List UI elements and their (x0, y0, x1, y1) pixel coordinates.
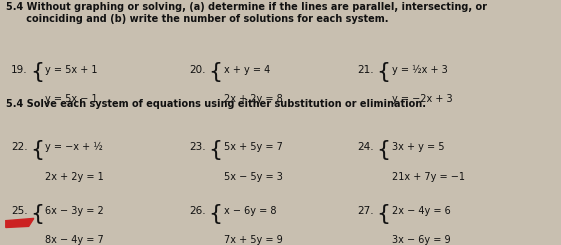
Text: y = 5x + 1: y = 5x + 1 (45, 64, 98, 74)
Text: x + y = 4: x + y = 4 (224, 64, 270, 74)
Text: y = −x + ½: y = −x + ½ (45, 142, 103, 152)
Text: y = ½x + 3: y = ½x + 3 (392, 64, 447, 75)
Text: 5.4 Solve each system of equations using either substitution or elimination.: 5.4 Solve each system of equations using… (6, 99, 426, 109)
Text: y = −2x + 3: y = −2x + 3 (392, 94, 452, 104)
Text: 22.: 22. (11, 142, 27, 152)
Text: 5x + 5y = 7: 5x + 5y = 7 (224, 142, 283, 152)
Text: 3x + y = 5: 3x + y = 5 (392, 142, 444, 152)
Text: 8x − 4y = 7: 8x − 4y = 7 (45, 235, 104, 245)
Text: {: { (208, 140, 223, 160)
Text: {: { (208, 62, 223, 82)
Text: 25.: 25. (11, 206, 27, 216)
Text: {: { (376, 204, 390, 224)
Text: {: { (208, 204, 223, 224)
Text: 20.: 20. (189, 64, 205, 74)
Text: 26.: 26. (189, 206, 206, 216)
Text: 24.: 24. (357, 142, 374, 152)
Text: {: { (30, 204, 44, 224)
Text: {: { (30, 140, 44, 160)
Text: 7x + 5y = 9: 7x + 5y = 9 (224, 235, 282, 245)
Text: 27.: 27. (357, 206, 374, 216)
Text: x − 6y = 8: x − 6y = 8 (224, 206, 276, 216)
Text: 23.: 23. (189, 142, 206, 152)
Text: 3x − 6y = 9: 3x − 6y = 9 (392, 235, 450, 245)
Text: coinciding and (b) write the number of solutions for each system.: coinciding and (b) write the number of s… (6, 14, 388, 24)
Text: 6x − 3y = 2: 6x − 3y = 2 (45, 206, 104, 216)
Polygon shape (6, 218, 34, 228)
Text: 19.: 19. (11, 64, 27, 74)
Text: {: { (376, 62, 390, 82)
Text: y = 5x − 1: y = 5x − 1 (45, 94, 98, 104)
Text: 21x + 7y = −1: 21x + 7y = −1 (392, 172, 465, 182)
Text: {: { (376, 140, 390, 160)
Text: 2x + 2y = 1: 2x + 2y = 1 (45, 172, 104, 182)
Text: 2x + 2y = 8: 2x + 2y = 8 (224, 94, 282, 104)
Text: {: { (30, 62, 44, 82)
Text: 21.: 21. (357, 64, 374, 74)
Text: 5x − 5y = 3: 5x − 5y = 3 (224, 172, 283, 182)
Text: 2x − 4y = 6: 2x − 4y = 6 (392, 206, 450, 216)
Text: 5.4 Without graphing or solving, (a) determine if the lines are parallel, inters: 5.4 Without graphing or solving, (a) det… (6, 2, 487, 12)
